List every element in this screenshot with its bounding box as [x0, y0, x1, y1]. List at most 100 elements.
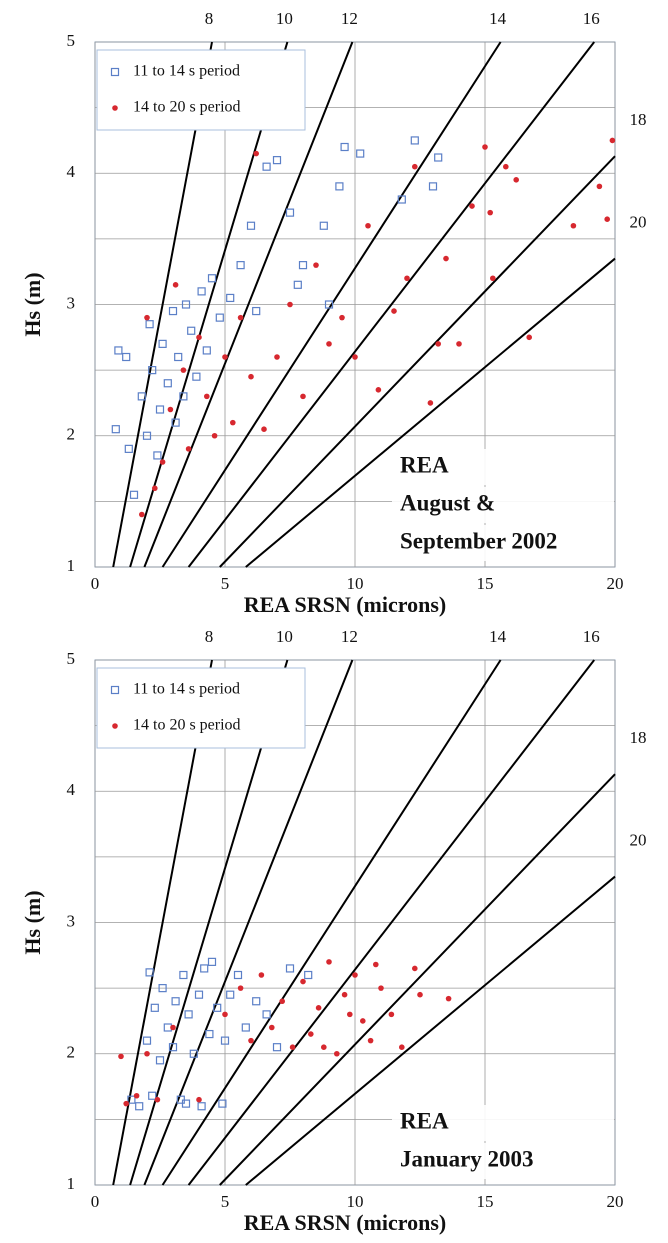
legend-marker: [112, 723, 118, 729]
period-label: 20: [630, 212, 647, 231]
point: [213, 1003, 222, 1012]
annotation-bg: [392, 1143, 614, 1179]
point: [300, 393, 306, 400]
point: [218, 1099, 227, 1108]
point: [179, 392, 188, 401]
point: [412, 163, 418, 170]
y-tick-label: 5: [67, 31, 76, 50]
point: [222, 1011, 228, 1018]
period-line: [187, 659, 595, 1186]
point: [274, 354, 280, 360]
point: [124, 444, 133, 453]
x-tick-label: 5: [221, 574, 230, 593]
point: [319, 221, 328, 230]
point: [321, 1044, 327, 1050]
point: [202, 346, 211, 355]
point: [233, 970, 243, 980]
point: [427, 400, 434, 406]
x-tick-label: 5: [221, 1192, 230, 1211]
x-tick-label: 0: [91, 574, 100, 593]
point: [367, 1037, 374, 1044]
point: [174, 352, 183, 362]
point: [417, 991, 423, 998]
y-tick-label: 2: [67, 1043, 76, 1062]
x-tick-label: 0: [91, 1192, 100, 1211]
period-label: 14: [489, 627, 507, 646]
point: [334, 1050, 340, 1057]
point: [200, 964, 209, 973]
point: [172, 282, 179, 288]
annotation: REA: [400, 452, 449, 477]
point: [184, 1010, 193, 1019]
point: [443, 255, 449, 262]
point: [269, 1024, 275, 1031]
point: [285, 208, 295, 217]
annotation-bg: [392, 525, 614, 561]
annotation-bg: [392, 1105, 614, 1141]
point: [207, 957, 217, 966]
point: [111, 425, 120, 434]
y-tick-label: 1: [67, 1174, 76, 1193]
point: [347, 1011, 353, 1018]
period-line: [187, 41, 595, 568]
legend-marker: [112, 105, 118, 111]
point: [360, 1018, 366, 1024]
point: [596, 183, 603, 190]
point: [373, 961, 379, 968]
point: [196, 334, 202, 341]
legend-label: 11 to 14 s period: [133, 681, 240, 698]
point: [287, 301, 293, 308]
point: [139, 511, 145, 518]
point: [133, 1092, 140, 1099]
point: [352, 354, 358, 360]
point: [207, 274, 217, 283]
legend-box: [96, 667, 306, 749]
point: [148, 366, 157, 375]
annotation-bg: [392, 449, 614, 485]
point: [570, 222, 577, 229]
point: [356, 149, 365, 158]
x-tick-label: 20: [607, 574, 624, 593]
period-label: 8: [205, 627, 214, 646]
point: [609, 137, 616, 144]
point: [122, 352, 131, 362]
point: [226, 990, 235, 999]
point: [399, 1044, 405, 1050]
point: [456, 341, 462, 347]
legend-box: [96, 49, 306, 131]
point: [241, 1023, 250, 1032]
point: [205, 1029, 214, 1039]
period-line: [219, 155, 616, 568]
period-label: 20: [630, 830, 647, 849]
x-axis-title: REA SRSN (microns): [244, 592, 447, 617]
point: [168, 1043, 178, 1052]
point: [144, 1050, 150, 1057]
period-label: 18: [630, 110, 647, 129]
point: [189, 1049, 198, 1058]
annotation: September 2002: [400, 528, 557, 553]
y-axis-title: Hs (m): [20, 272, 45, 336]
point: [123, 1100, 129, 1107]
point: [158, 339, 167, 348]
y-tick-label: 4: [67, 780, 76, 799]
point: [410, 136, 419, 145]
point: [308, 1031, 314, 1037]
point: [262, 1010, 271, 1019]
x-axis-title: REA SRSN (microns): [244, 1210, 447, 1235]
point: [503, 163, 509, 170]
point: [142, 1036, 152, 1045]
point: [152, 485, 158, 492]
point: [145, 968, 154, 977]
point: [469, 203, 475, 209]
period-label: 10: [276, 627, 293, 646]
point: [341, 991, 348, 998]
x-tick-label: 10: [347, 574, 364, 593]
point: [248, 1037, 254, 1044]
annotation: REA: [400, 1108, 449, 1133]
period-line: [161, 659, 502, 1186]
y-tick-label: 4: [67, 162, 76, 181]
point: [526, 334, 532, 341]
point: [412, 965, 418, 972]
point: [272, 156, 282, 165]
point: [163, 379, 172, 388]
